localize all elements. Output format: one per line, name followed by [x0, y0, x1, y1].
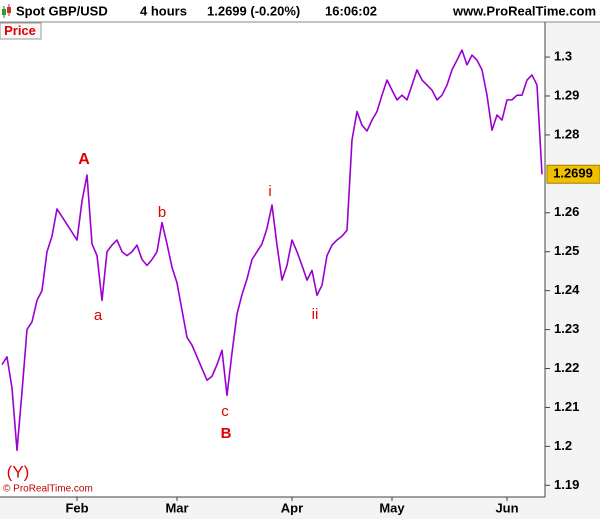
- y-tick-label: 1.26: [554, 204, 579, 219]
- site: www.ProRealTime.com: [452, 3, 596, 18]
- wave-label: (Y): [7, 462, 30, 481]
- y-tick-label: 1.22: [554, 360, 579, 375]
- y-tick-label: 1.3: [554, 48, 572, 63]
- x-tick-label: Feb: [65, 500, 88, 515]
- wave-label: c: [221, 403, 229, 420]
- y-tick-label: 1.21: [554, 399, 579, 414]
- y-tick-label: 1.29: [554, 87, 579, 102]
- quote: 1.2699 (-0.20%): [207, 3, 300, 18]
- y-tick-label: 1.28: [554, 126, 579, 141]
- y-tick-label: 1.19: [554, 477, 579, 492]
- x-tick-label: Mar: [165, 500, 188, 515]
- series-label: Price: [4, 23, 36, 38]
- x-tick-label: Jun: [495, 500, 518, 515]
- wave-label: b: [158, 204, 166, 221]
- y-axis-panel: [545, 22, 600, 497]
- wave-label: a: [94, 307, 103, 324]
- timeframe: 4 hours: [140, 3, 187, 18]
- wave-label: A: [78, 151, 90, 168]
- time: 16:06:02: [325, 3, 377, 18]
- y-tick-label: 1.23: [554, 321, 579, 336]
- last-price-box: [546, 164, 600, 184]
- x-tick-label: May: [379, 500, 405, 515]
- wave-label: B: [221, 425, 232, 442]
- x-axis-panel: [0, 497, 600, 519]
- x-tick-label: Apr: [281, 500, 303, 515]
- y-tick-label: 1.25: [554, 243, 579, 258]
- footer: © ProRealTime.com: [3, 484, 93, 495]
- wave-label: ii: [312, 306, 319, 323]
- wave-label: i: [268, 183, 271, 200]
- last-price-label: 1.2699: [553, 166, 593, 181]
- y-tick-label: 1.2: [554, 438, 572, 453]
- price-line: [1, 49, 543, 452]
- y-tick-label: 1.24: [554, 282, 580, 297]
- instrument-icon: [2, 4, 11, 18]
- instrument: Spot GBP/USD: [16, 3, 108, 18]
- series-label-box: [0, 22, 42, 40]
